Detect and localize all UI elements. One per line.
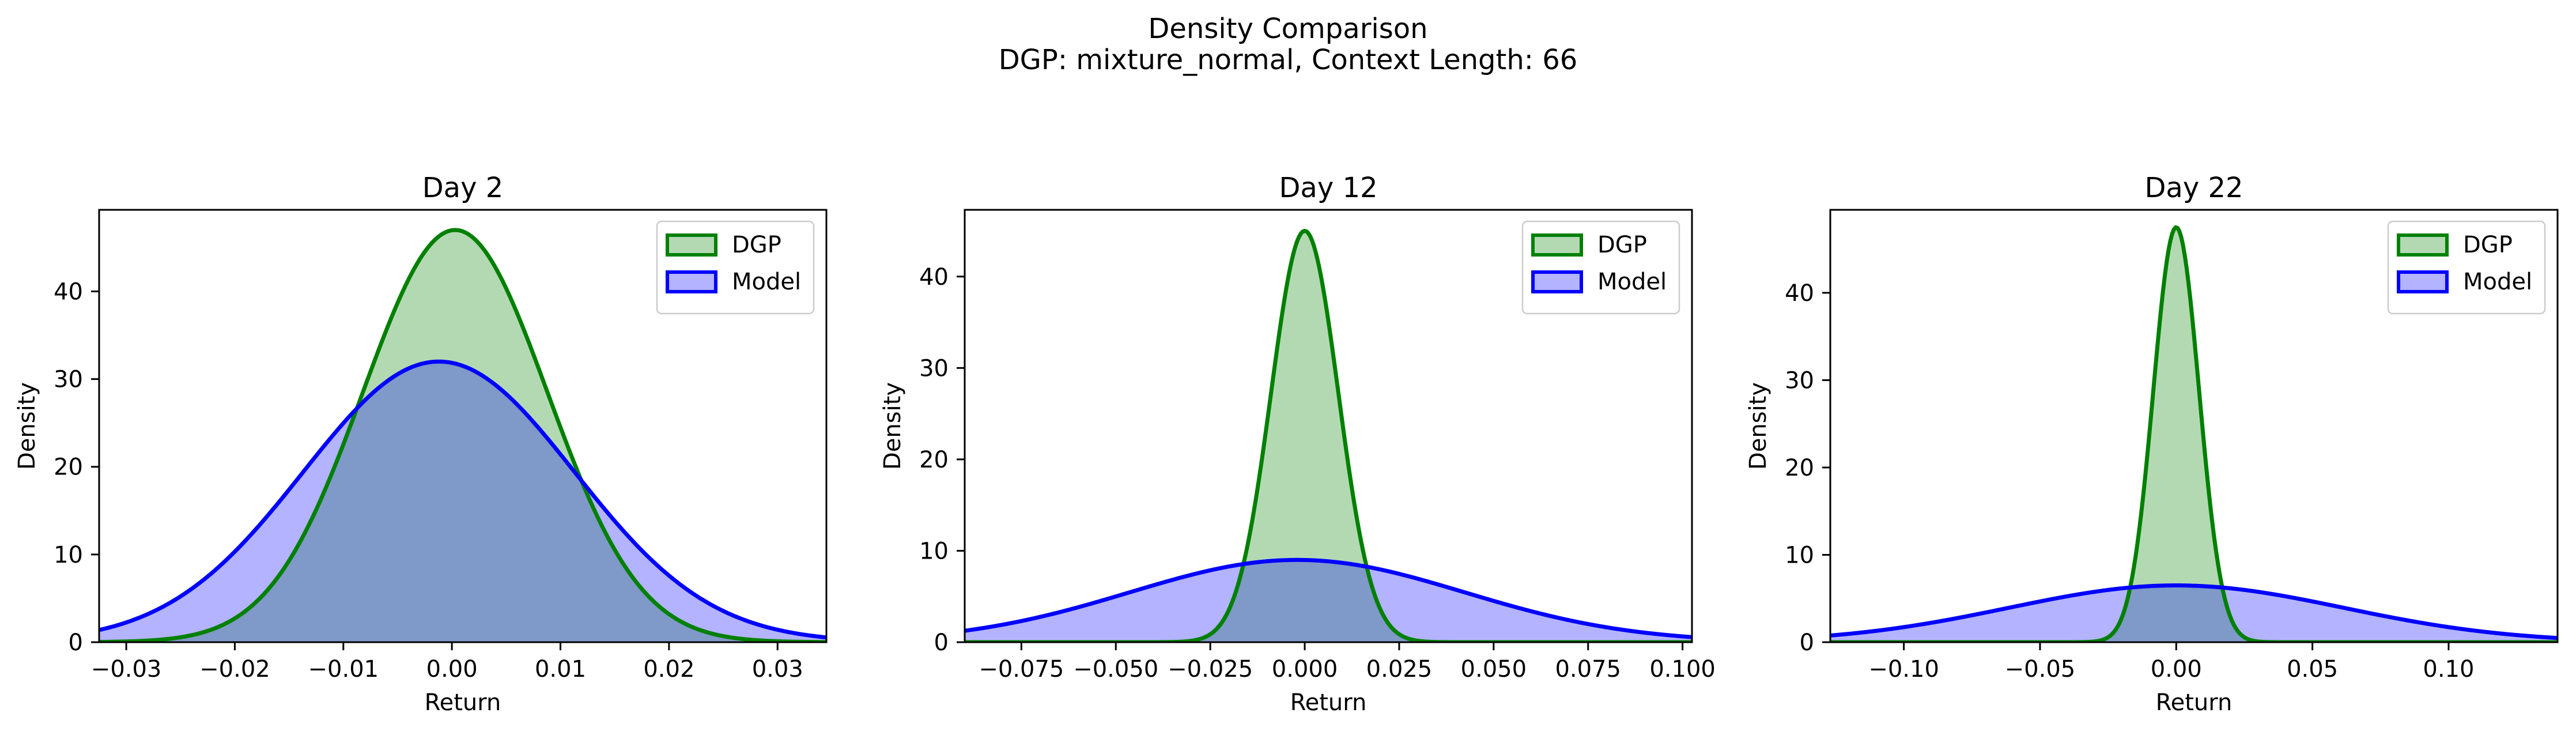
axes-frame [964,209,1693,643]
axes-frame [98,209,828,643]
x-tick-label: 0.075 [1555,656,1621,683]
legend: DGP Model [656,220,815,315]
x-tick-label: 0.00 [2151,656,2202,683]
subplot-1: −0.03 −0.02 −0.01 0.00 0.01 0.02 0.03 0 10 20 30 40… [14,172,828,716]
x-tick-label: −0.050 [1073,656,1158,683]
dgp-density-line [99,228,826,642]
dgp-density-line [1830,225,2558,642]
subplot-title: Day 12 [1279,172,1377,204]
overlap-fill [965,560,1692,642]
plot-area [99,228,826,642]
figure-subtitle: DGP: mixture_normal, Context Length: 66 [998,44,1578,76]
y-tick-label: 30 [1785,367,1814,394]
model-density-line [99,359,826,640]
x-tick-label: −0.03 [91,656,162,683]
x-tick-label: 0.00 [426,656,478,683]
x-tick-label: −0.01 [308,656,379,683]
model-density-line [965,557,1692,639]
x-tick-label: 0.01 [535,656,586,683]
legend-model-swatch [2397,270,2449,293]
y-tick-label: 0 [934,630,949,656]
legend-model-swatch [666,270,717,293]
x-axis-label: Return [2156,689,2233,716]
x-tick-label: 0.025 [1366,656,1433,683]
y-tick-label: 40 [919,264,949,291]
overlap-fill [1830,585,2558,642]
y-tick-label: 10 [54,542,83,568]
y-tick-label: 40 [1785,280,1814,307]
x-tick-label: 0.02 [643,656,694,683]
dgp-density-fill [965,231,1692,642]
x-tick-label: −0.02 [199,656,270,683]
legend-dgp-swatch [2397,233,2449,257]
figure-title: Density Comparison [1148,13,1428,45]
legend: DGP Model [2387,220,2546,315]
x-tick-label: 0.000 [1272,656,1338,683]
y-tick-label: 20 [1785,455,1814,481]
dgp-density-fill [1830,227,2558,642]
legend-model-label: Model [1597,269,1667,295]
x-tick-label: 0.10 [2423,656,2474,683]
subplot-2: −0.075 −0.050 −0.025 0.000 0.025 0.050 0.075 0.… [879,172,1716,716]
y-axis-label: Density [1745,382,1772,470]
x-axis-label: Return [425,689,501,716]
subplot-title: Day 22 [2144,172,2243,204]
legend-dgp-label: DGP [732,232,781,258]
plot-area [965,228,1692,642]
x-tick-label: 0.03 [752,656,803,683]
model-density-line [1830,583,2558,640]
legend: DGP Model [1521,220,1680,315]
legend-dgp-label: DGP [1597,232,1647,258]
y-tick-label: 20 [919,447,949,473]
y-tick-label: 20 [54,454,83,481]
legend-dgp-swatch [666,233,717,257]
legend-model-label: Model [2463,269,2532,295]
x-tick-label: −0.10 [1868,656,1939,683]
x-tick-label: 0.100 [1649,656,1716,683]
y-tick-label: 10 [919,538,949,564]
x-axis-label: Return [1290,689,1367,716]
x-tick-label: 0.05 [2287,656,2338,683]
y-axis-label: Density [14,382,40,470]
y-tick-label: 30 [54,367,83,393]
plot-area [1830,225,2558,642]
x-tick-label: −0.075 [979,656,1064,683]
y-axis-label: Density [879,382,906,470]
subplot-3: −0.10 −0.05 0.00 0.05 0.10 0 10 20 30 40 Day 22 Ret… [1745,172,2559,716]
y-tick-label: 30 [919,355,949,382]
legend-model-label: Model [732,269,801,295]
dgp-density-line [965,228,1692,642]
y-tick-label: 0 [69,630,83,656]
legend-model-swatch [1531,270,1583,293]
x-tick-label: −0.025 [1168,656,1253,683]
y-tick-label: 40 [54,278,83,305]
overlap-fill [99,361,826,642]
subplot-title: Day 2 [422,172,504,204]
y-tick-label: 0 [1800,630,1814,656]
y-tick-label: 10 [1785,542,1814,568]
legend-dgp-swatch [1531,233,1583,257]
legend-dgp-label: DGP [2463,232,2513,258]
x-tick-label: 0.050 [1461,656,1527,683]
x-tick-label: −0.05 [2005,656,2076,683]
axes-frame [1829,209,2559,643]
